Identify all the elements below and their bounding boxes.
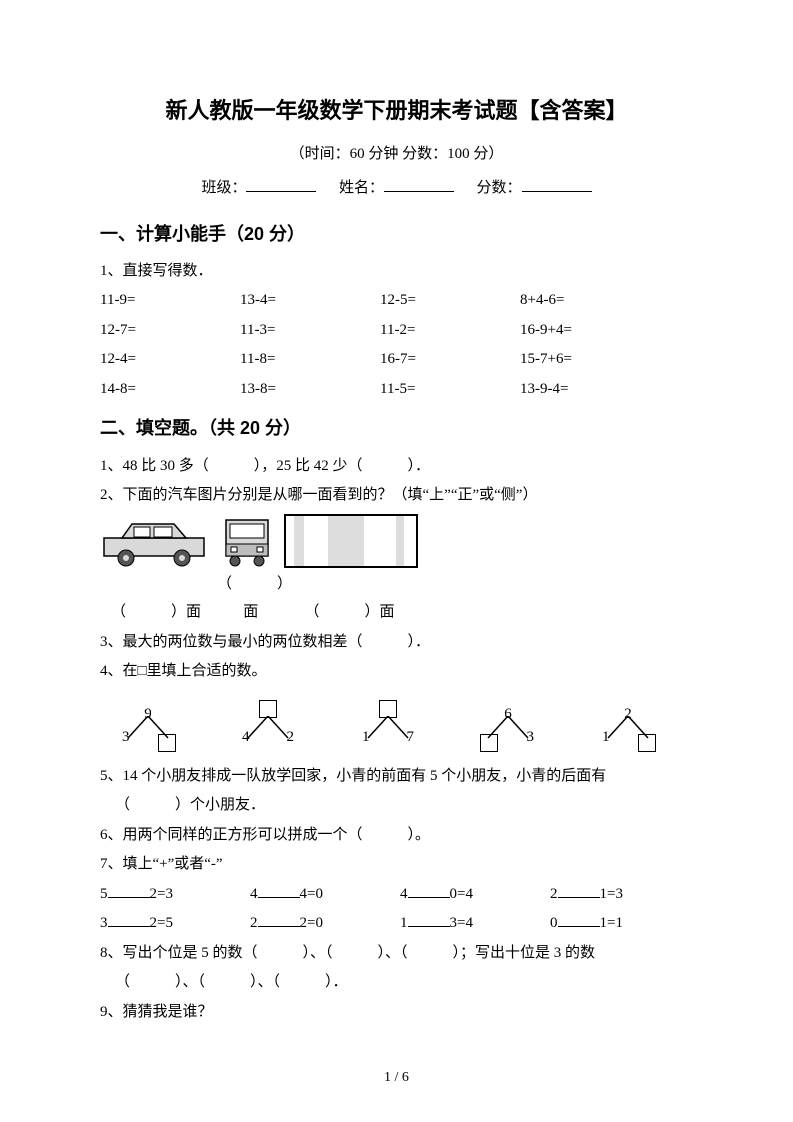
- s2-q1: 1、48 比 30 多（ ），25 比 42 少（ ）．: [100, 452, 693, 481]
- operator-blank[interactable]: [558, 882, 600, 898]
- calc-cell: 8+4-6=: [520, 286, 680, 315]
- s2-q5b: （ ）个小朋友．: [100, 791, 693, 820]
- operator-blank[interactable]: [108, 911, 150, 927]
- calc-cell: 13-4=: [240, 286, 380, 315]
- subtitle: （时间：60 分钟 分数：100 分）: [100, 140, 693, 169]
- s2-q8b: （ ）、（ ）、（ ）．: [100, 968, 693, 997]
- calc-cell: 12-4=: [100, 345, 240, 374]
- eq-cell: 40=4: [400, 880, 550, 909]
- calc-table: 11-9=13-4=12-5=8+4-6=12-7=11-3=11-2=16-9…: [100, 286, 693, 403]
- section-1-heading: 一、计算小能手（20 分）: [100, 217, 693, 251]
- operator-blank[interactable]: [558, 911, 600, 927]
- face-3: （ ）面: [290, 598, 410, 627]
- branch-right: 2: [287, 723, 295, 752]
- branch-item: 21: [598, 700, 658, 752]
- operator-blank[interactable]: [408, 911, 450, 927]
- branch-left: 4: [242, 723, 250, 752]
- calc-cell: 11-5=: [380, 375, 520, 404]
- number-branches: 9342176321: [118, 700, 693, 752]
- operator-blank[interactable]: [108, 882, 150, 898]
- name-blank[interactable]: [384, 176, 454, 192]
- eq-cell: 01=1: [550, 909, 700, 938]
- page-title: 新人教版一年级数学下册期末考试题【含答案】: [100, 90, 693, 132]
- calc-row: 12-4=11-8=16-7=15-7+6=: [100, 345, 693, 374]
- calc-cell: 12-7=: [100, 316, 240, 345]
- calc-cell: 13-9-4=: [520, 375, 680, 404]
- face-2: （ ）面: [216, 570, 286, 627]
- car-front-view: [220, 514, 274, 568]
- class-label: 班级：: [201, 180, 246, 196]
- branch-item: 93: [118, 700, 178, 752]
- operator-blank[interactable]: [408, 882, 450, 898]
- eq-row: 32=522=013=401=1: [100, 909, 693, 938]
- s2-q5a: 5、14 个小朋友排成一队放学回家，小青的前面有 5 个小朋友，小青的后面有: [100, 762, 693, 791]
- branch-item: 17: [358, 700, 418, 752]
- eq-row: 52=344=040=421=3: [100, 880, 693, 909]
- calc-cell: 11-8=: [240, 345, 380, 374]
- score-label: 分数：: [477, 180, 522, 196]
- calc-cell: 16-7=: [380, 345, 520, 374]
- calc-cell: 16-9+4=: [520, 316, 680, 345]
- calc-cell: 11-3=: [240, 316, 380, 345]
- s2-q8a: 8、写出个位是 5 的数（ ）、（ ）、（ ）；写出十位是 3 的数: [100, 939, 693, 968]
- s2-q3: 3、最大的两位数与最小的两位数相差（ ）．: [100, 628, 693, 657]
- s2-q9: 9、猜猜我是谁？: [100, 998, 693, 1027]
- s2-q7: 7、填上“+”或者“-”: [100, 850, 693, 879]
- eq-cell: 52=3: [100, 880, 250, 909]
- branch-right: 3: [527, 723, 535, 752]
- car-top-view: [284, 514, 418, 568]
- s2-q2: 2、下面的汽车图片分别是从哪一面看到的？（填“上”“正”或“侧”）: [100, 481, 693, 510]
- car-side-view: [100, 516, 210, 568]
- branch-right: 7: [407, 723, 415, 752]
- calc-row: 12-7=11-3=11-2=16-9+4=: [100, 316, 693, 345]
- branch-item: 42: [238, 700, 298, 752]
- box-icon: [158, 734, 176, 752]
- eq-cell: 32=5: [100, 909, 250, 938]
- box-icon: [638, 734, 656, 752]
- score-blank[interactable]: [522, 176, 592, 192]
- section-2-heading: 二、填空题。（共 20 分）: [100, 411, 693, 445]
- calc-cell: 13-8=: [240, 375, 380, 404]
- s2-q6: 6、用两个同样的正方形可以拼成一个（ ）。: [100, 821, 693, 850]
- eq-cell: 44=0: [250, 880, 400, 909]
- box-icon: [480, 734, 498, 752]
- branch-left: 1: [602, 723, 610, 752]
- class-blank[interactable]: [246, 176, 316, 192]
- page: 新人教版一年级数学下册期末考试题【含答案】 （时间：60 分钟 分数：100 分…: [0, 0, 793, 1122]
- face-labels: （ ）面 （ ）面 （ ）面: [100, 570, 693, 627]
- branch-item: 63: [478, 700, 538, 752]
- page-footer: 1 / 6: [0, 1065, 793, 1092]
- operator-equations: 52=344=040=421=332=522=013=401=1: [100, 880, 693, 938]
- face-1: （ ）面: [100, 598, 212, 627]
- calc-cell: 14-8=: [100, 375, 240, 404]
- calc-cell: 15-7+6=: [520, 345, 680, 374]
- operator-blank[interactable]: [258, 911, 300, 927]
- calc-cell: 11-2=: [380, 316, 520, 345]
- car-images: [100, 514, 693, 568]
- operator-blank[interactable]: [258, 882, 300, 898]
- s2-q4: 4、在□里填上合适的数。: [100, 657, 693, 686]
- branch-left: 1: [362, 723, 370, 752]
- q1-label: 1、直接写得数．: [100, 257, 693, 286]
- calc-cell: 12-5=: [380, 286, 520, 315]
- branch-left: 3: [122, 723, 130, 752]
- calc-cell: 11-9=: [100, 286, 240, 315]
- eq-cell: 21=3: [550, 880, 700, 909]
- eq-cell: 13=4: [400, 909, 550, 938]
- name-label: 姓名：: [339, 180, 384, 196]
- calc-row: 11-9=13-4=12-5=8+4-6=: [100, 286, 693, 315]
- calc-row: 14-8=13-8=11-5=13-9-4=: [100, 375, 693, 404]
- student-info: 班级： 姓名： 分数：: [100, 174, 693, 203]
- eq-cell: 22=0: [250, 909, 400, 938]
